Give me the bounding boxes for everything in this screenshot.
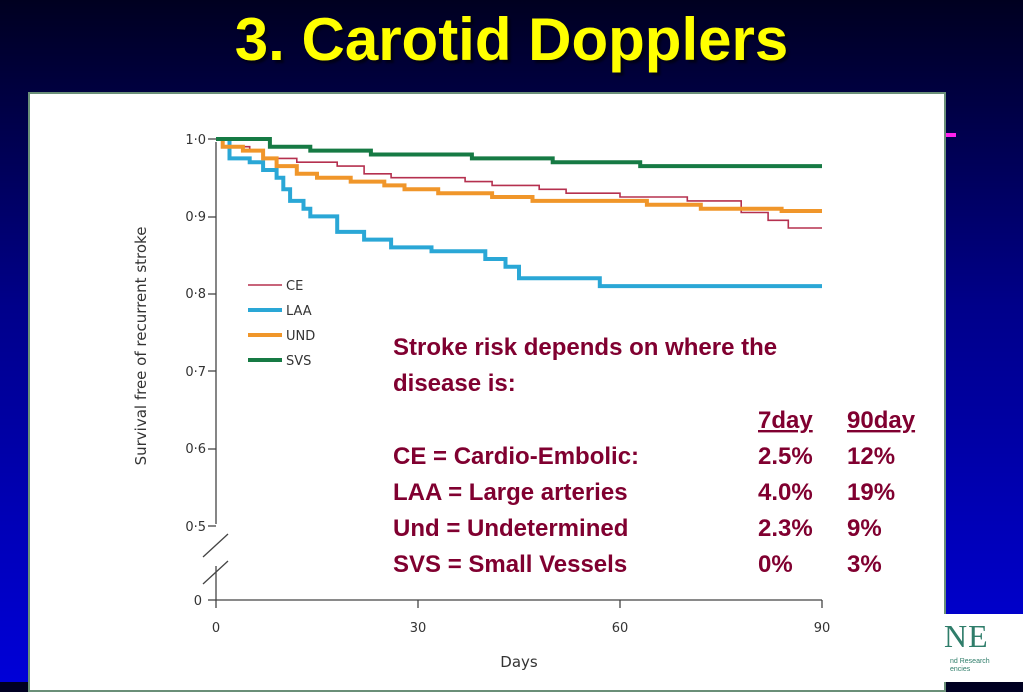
info-heading-line1: Stroke risk depends on where the [393, 334, 777, 361]
legend-label-und: UND [286, 329, 315, 344]
x-tick-label-60: 60 [612, 621, 629, 636]
legend-label-svs: SVS [286, 354, 311, 369]
slide-title: 3. Carotid Dopplers [234, 6, 789, 73]
logo-letters: NE [944, 618, 989, 654]
x-tick-label-0: 0 [212, 621, 220, 636]
info-row-7day: 4.0% [758, 479, 813, 506]
series-layer [216, 137, 822, 289]
x-tick-label-30: 30 [410, 621, 427, 636]
info-heading-line2: disease is: [393, 370, 516, 397]
legend-label-ce: CE [286, 279, 303, 294]
y-axis-title: Survival free of recurrent stroke [132, 227, 150, 466]
y-tick-label-0.6: 0·6 [185, 442, 206, 457]
y-tick-label-0.7: 0·7 [185, 365, 206, 380]
info-col-7day: 7day [758, 407, 813, 434]
info-box: Stroke risk depends on where the disease… [393, 334, 916, 578]
survival-chart: 0 30 60 90 0 0·5 0·6 0·7 0·8 0·9 1·0 Day… [132, 133, 916, 671]
organization-logo: NE nd Research encies [938, 614, 1023, 682]
info-row-label: Und = Undetermined [393, 515, 628, 542]
legend-label-laa: LAA [286, 304, 312, 319]
y-tick-label-0.5: 0·5 [185, 520, 206, 535]
series-line-und [216, 137, 822, 213]
accent-dash [945, 133, 956, 137]
series-line-laa [216, 137, 822, 289]
chart-legend: CE LAA UND SVS [248, 279, 315, 369]
series-line-svs [216, 137, 822, 169]
info-row-7day: 0% [758, 551, 793, 578]
info-col-90day: 90day [847, 407, 916, 434]
axis-break-mark-1 [202, 533, 229, 558]
series-line-ce [216, 138, 822, 229]
chart-panel: 0 30 60 90 0 0·5 0·6 0·7 0·8 0·9 1·0 Day… [28, 92, 946, 692]
info-row-90day: 3% [847, 551, 882, 578]
info-row-label: SVS = Small Vessels [393, 551, 627, 578]
x-axis-title: Days [500, 653, 538, 671]
info-row-label: LAA = Large arteries [393, 479, 628, 506]
y-tick-label-0: 0 [194, 594, 202, 609]
y-tick-label-0.9: 0·9 [185, 210, 206, 225]
x-tick-label-90: 90 [814, 621, 831, 636]
info-row-90day: 9% [847, 515, 882, 542]
info-row-label: CE = Cardio-Embolic: [393, 443, 639, 470]
y-tick-label-1.0: 1·0 [185, 133, 206, 148]
info-row-7day: 2.5% [758, 443, 813, 470]
info-row-7day: 2.3% [758, 515, 813, 542]
axis-break-mark-2 [202, 560, 229, 585]
y-tick-label-0.8: 0·8 [185, 287, 206, 302]
info-row-90day: 19% [847, 479, 895, 506]
logo-subtext: nd Research encies [950, 658, 990, 673]
info-row-90day: 12% [847, 443, 895, 470]
